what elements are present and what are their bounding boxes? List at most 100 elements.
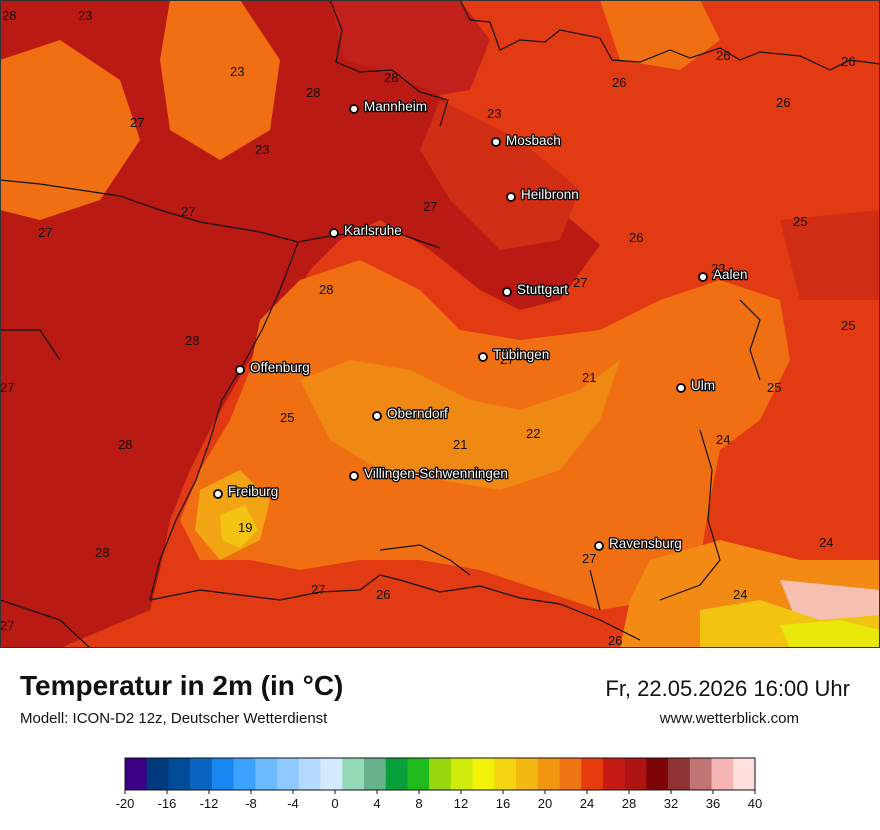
temperature-label: 27 [582, 551, 596, 566]
legend-color-bin [363, 758, 386, 790]
city-mannheim: Mannheim [349, 98, 428, 115]
temperature-label: 26 [376, 587, 390, 602]
city-ravensburg: Ravensburg [594, 535, 683, 552]
temperature-label: 26 [716, 48, 730, 63]
city-label: Stuttgart [517, 282, 568, 297]
city-label: Mosbach [506, 133, 561, 148]
temperature-label: 26 [841, 54, 855, 69]
legend-tick-label: -16 [158, 796, 177, 811]
temperature-map: 28 23 23 28 26 26 26 28 27 23 26 23 27 2… [0, 0, 880, 648]
legend-color-bin [516, 758, 539, 790]
temperature-label: 28 [319, 282, 333, 297]
legend-color-bin [581, 758, 604, 790]
legend-tick-label: -20 [116, 796, 135, 811]
temperature-label: 23 [255, 142, 269, 157]
city-ulm: Ulm [676, 377, 716, 394]
legend-tick-label: 32 [664, 796, 678, 811]
legend-tick-label: 4 [373, 796, 380, 811]
city-label: Mannheim [364, 99, 427, 114]
city-dot [235, 365, 245, 375]
legend-tick-label: 28 [622, 796, 636, 811]
legend-color-bin [407, 758, 430, 790]
temperature-label: 26 [612, 75, 626, 90]
legend-tick-label: -12 [200, 796, 219, 811]
legend-color-bin [320, 758, 343, 790]
temperature-label: 27 [500, 352, 514, 367]
map-title: Temperatur in 2m (in °C) [20, 670, 344, 701]
legend-tick-label: 12 [454, 796, 468, 811]
cool-zones [0, 0, 880, 648]
model-info: Modell: ICON-D2 12z, Deutscher Wetterdie… [20, 710, 328, 727]
temperature-label: 26 [776, 95, 790, 110]
legend-tick-label: 8 [415, 796, 422, 811]
legend-color-bin [450, 758, 473, 790]
legend-color-bin [472, 758, 495, 790]
city-dot [491, 137, 501, 147]
city-mosbach: Mosbach [491, 132, 562, 149]
temperature-label: 24 [733, 587, 747, 602]
temperature-label: 25 [793, 214, 807, 229]
temperature-label: 21 [453, 437, 467, 452]
borders [0, 0, 880, 648]
legend-color-bin [559, 758, 582, 790]
city-karlsruhe: Karlsruhe [329, 222, 403, 239]
temperature-label: 23 [230, 64, 244, 79]
website-link[interactable]: www.wetterblick.com [659, 710, 799, 727]
city-label: Villingen-Schwenningen [364, 466, 508, 481]
legend-tick-label: 16 [496, 796, 510, 811]
temperature-labels: 28 23 23 28 26 26 26 28 27 23 26 23 27 2… [0, 8, 855, 648]
city-villingen-schwenningen: Villingen-Schwenningen [349, 465, 509, 482]
temperature-label: 27 [423, 199, 437, 214]
legend-tick-label: 40 [748, 796, 762, 811]
legend-color-bin [298, 758, 321, 790]
city-oberndorf: Oberndorf [372, 405, 449, 422]
city-label: Ulm [691, 378, 715, 393]
city-dot [594, 541, 604, 551]
city-dot [372, 411, 382, 421]
legend-color-bin [668, 758, 691, 790]
legend-color-bin [125, 758, 148, 790]
legend-color-bin [277, 758, 300, 790]
city-dot [676, 383, 686, 393]
legend-color-bin [429, 758, 452, 790]
legend-color-bin [385, 758, 408, 790]
city-dot [698, 272, 708, 282]
temperature-label: 27 [130, 115, 144, 130]
temperature-label: 27 [311, 582, 325, 597]
legend-tick-label: -8 [245, 796, 257, 811]
heat-zones [0, 0, 600, 648]
temperature-label: 27 [573, 275, 587, 290]
temperature-label: 22 [526, 426, 540, 441]
legend-color-bin [146, 758, 169, 790]
legend-color-bin [168, 758, 191, 790]
temperature-label: 25 [841, 318, 855, 333]
legend-color-bin [602, 758, 625, 790]
legend-color-bin [342, 758, 365, 790]
legend-tick-label: 36 [706, 796, 720, 811]
temperature-label: 26 [629, 230, 643, 245]
city-label: Oberndorf [387, 406, 448, 421]
legend-color-bin [255, 758, 278, 790]
legend-tick-label: 0 [331, 796, 338, 811]
city-dot [349, 104, 359, 114]
temperature-label: 27 [0, 380, 14, 395]
legend-color-bars [124, 757, 756, 791]
temperature-label: 26 [608, 633, 622, 648]
temperature-label: 28 [384, 70, 398, 85]
city-heilbronn: Heilbronn [506, 186, 580, 203]
city-dot [478, 352, 488, 362]
temperature-label: 28 [2, 8, 16, 23]
temperature-label: 24 [819, 535, 833, 550]
legend-color-bin [537, 758, 560, 790]
city-label: Aalen [713, 267, 748, 282]
city-freiburg: Freiburg [213, 483, 280, 500]
legend-tick-label: -4 [287, 796, 299, 811]
legend-color-bin [233, 758, 256, 790]
color-scale-legend: -20 -16 -12 -8 -4 0 4 8 12 16 20 24 28 32 36 40 [116, 757, 762, 811]
temperature-label: 24 [716, 432, 730, 447]
city-aalen: Aalen [698, 266, 749, 283]
legend-color-bin [733, 758, 756, 790]
temperature-label: 19 [238, 520, 252, 535]
temperature-label: 25 [767, 380, 781, 395]
legend-color-bin [211, 758, 234, 790]
